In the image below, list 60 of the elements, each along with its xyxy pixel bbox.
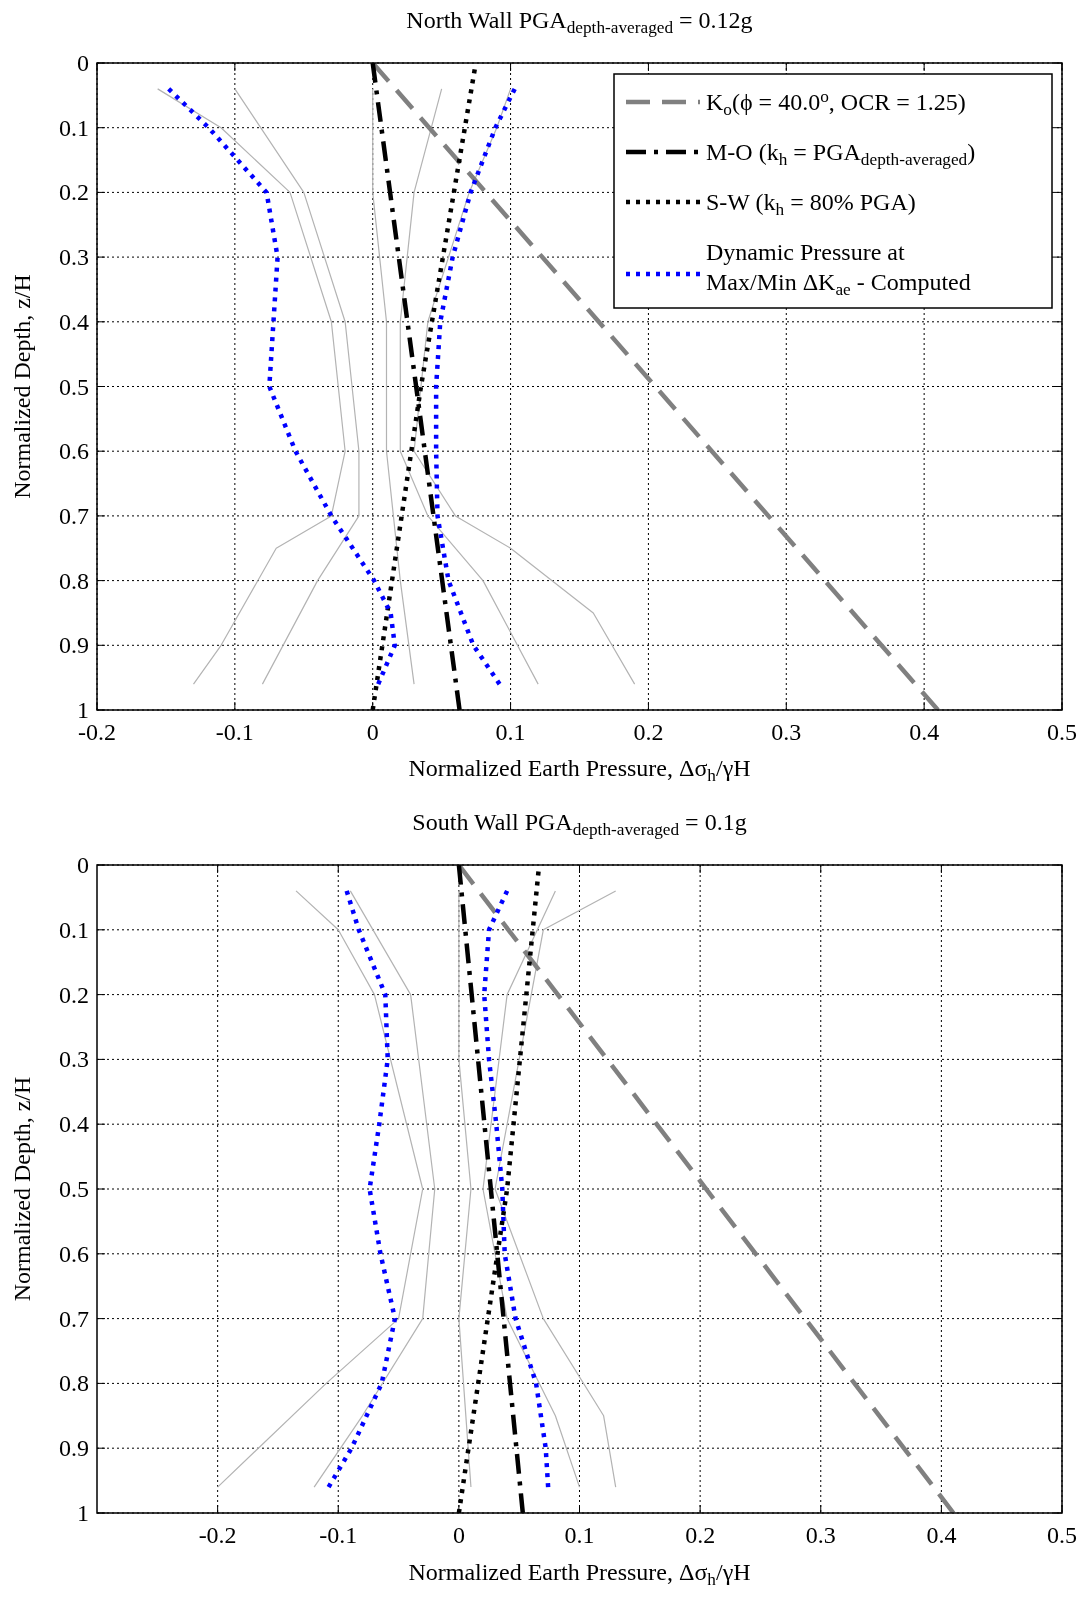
line-series xyxy=(326,888,398,1490)
y-tick-label: 0.6 xyxy=(59,1240,89,1267)
y-tick-label: 0.3 xyxy=(59,1046,89,1073)
line-series xyxy=(413,88,636,685)
y-tick-label: 0.4 xyxy=(59,1111,89,1138)
x-tick-label: 0.1 xyxy=(564,1522,595,1548)
x-tick-label: 0.3 xyxy=(805,1522,836,1548)
x-tick-label: 0.1 xyxy=(495,719,526,745)
legend-label: K$_{o}$(ϕ = 40.0$^{o}$, OCR = 1.25) xyxy=(706,87,966,120)
line-series xyxy=(482,890,581,1488)
y-tick-label: 0 xyxy=(77,50,89,76)
line-series xyxy=(372,88,415,685)
y-tick-label: 0.5 xyxy=(59,1176,89,1202)
y-tick-label: 0.4 xyxy=(59,308,89,335)
line-series xyxy=(157,88,346,685)
y-tick-label: 0.6 xyxy=(59,438,89,465)
x-tick-label: 0.2 xyxy=(685,1522,716,1548)
chart-title: South Wall PGA$_{depth-averaged}$ = 0.1g xyxy=(412,809,747,840)
x-tick-label: -0.1 xyxy=(319,1522,358,1548)
y-tick-label: 0 xyxy=(77,852,89,878)
y-tick-label: 0.1 xyxy=(59,916,89,943)
y-tick-label: 0.1 xyxy=(59,114,89,141)
x-tick-label: 0 xyxy=(366,719,379,745)
line-series xyxy=(217,890,424,1488)
y-tick-label: 0.3 xyxy=(59,244,89,271)
x-tick-label: 0.5 xyxy=(1047,719,1077,745)
line-series xyxy=(481,888,551,1490)
x-tick-label: 0.4 xyxy=(926,1522,957,1548)
y-tick-label: 0.9 xyxy=(59,632,89,659)
line-series xyxy=(433,86,517,687)
y-axis-title: Normalized Depth, z/H xyxy=(9,1076,35,1302)
y-tick-label: 0.7 xyxy=(59,1305,89,1332)
line-series xyxy=(399,88,539,685)
x-tick-label: 0.2 xyxy=(633,719,664,745)
chart-title: North Wall PGA$_{depth-averaged}$ = 0.12g xyxy=(406,7,753,38)
x-tick-label: 0.4 xyxy=(909,719,940,745)
line-series xyxy=(494,890,617,1488)
line-series xyxy=(458,890,472,1488)
y-tick-label: 0.8 xyxy=(59,1370,89,1397)
y-tick-label: 0.7 xyxy=(59,502,89,529)
x-tick-label: 0.5 xyxy=(1047,1522,1077,1548)
y-tick-label: 0.2 xyxy=(59,981,89,1008)
legend-label: Dynamic Pressure at Max/Min ΔK$_{ae}$ - Computed xyxy=(706,239,971,300)
x-tick-label: 0.3 xyxy=(771,719,802,745)
x-tick-label: -0.1 xyxy=(215,719,254,745)
y-tick-label: 0.8 xyxy=(59,567,89,594)
legend-label: M-O (k$_{h}$ = PGA$_{depth-averaged}$) xyxy=(706,139,976,170)
line-series xyxy=(166,86,398,687)
line-series xyxy=(313,890,436,1488)
x-axis-title: Normalized Earth Pressure, Δσ$_{h}$/γH xyxy=(408,755,751,786)
y-axis-title: Normalized Depth, z/H xyxy=(9,274,35,499)
x-axis-title: Normalized Earth Pressure, Δσ$_{h}$/γH xyxy=(408,1559,751,1590)
legend-label: S-W (k$_{h}$ = 80% PGA) xyxy=(706,189,916,220)
y-tick-label: 1 xyxy=(77,1500,89,1526)
y-tick-label: 0.2 xyxy=(59,179,89,206)
line-series xyxy=(234,88,360,685)
y-tick-label: 0.9 xyxy=(59,1435,89,1462)
y-tick-label: 0.5 xyxy=(59,373,89,400)
x-tick-label: -0.2 xyxy=(198,1522,237,1548)
x-tick-label: 0 xyxy=(452,1522,465,1548)
